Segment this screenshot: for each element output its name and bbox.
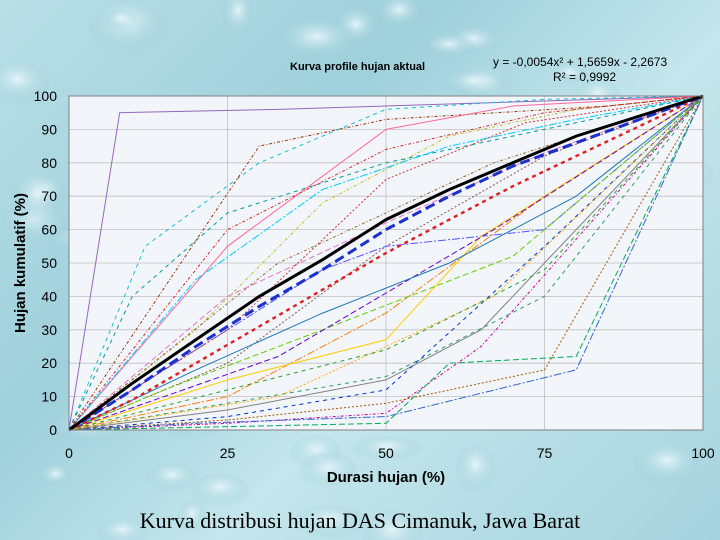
x-axis-title: Durasi hujan (%) [327, 469, 445, 486]
background-droplet [455, 444, 496, 495]
background-droplet [293, 504, 368, 540]
background-droplet [145, 463, 198, 492]
series-line [68, 95, 704, 431]
x-tick-label: 100 [691, 445, 715, 461]
background-droplet [376, 0, 422, 30]
series-line [68, 95, 704, 431]
series-line-solid-black-thick [68, 94, 704, 432]
x-tick-label: 0 [65, 445, 73, 461]
series-line [68, 95, 704, 431]
background-droplet [222, 0, 254, 39]
background-droplet [442, 70, 506, 97]
background-droplet [0, 60, 50, 106]
x-tick-label: 25 [220, 445, 236, 461]
series-line [68, 95, 704, 431]
series-line [68, 95, 704, 431]
series-line [68, 95, 704, 431]
series-line [68, 95, 704, 431]
series-line [68, 95, 704, 431]
line-chart: 0 10 20 30 40 50 60 70 80 90 100 0 25 50 75 100 Kurva p… [12, 55, 715, 486]
y-tick-label: 70 [41, 188, 57, 204]
series-line [68, 95, 704, 431]
series-line-dashed-red [68, 94, 704, 432]
background-droplet [277, 20, 357, 61]
y-tick-label: 90 [41, 121, 57, 137]
background-droplet [190, 473, 250, 508]
series-line [68, 95, 704, 431]
series-line [68, 95, 704, 431]
x-tick-label: 50 [378, 445, 394, 461]
series-line [68, 95, 704, 431]
series-line [68, 95, 704, 431]
trendline-r2: R² = 0,9992 [553, 70, 616, 84]
y-tick-label: 80 [41, 155, 57, 171]
background-droplet [550, 63, 588, 84]
series-line [68, 95, 704, 431]
y-tick-label: 20 [41, 355, 57, 371]
y-tick-label: 10 [41, 389, 57, 405]
tick-labels: 0 10 20 30 40 50 60 70 80 90 100 0 25 50 75 100 [34, 88, 715, 461]
slide-caption: Kurva distribusi hujan DAS Cimanuk, Jawa… [139, 508, 581, 533]
series-line [68, 95, 704, 431]
background-droplet [633, 443, 701, 487]
background-droplet [350, 436, 423, 462]
series-line [68, 95, 704, 431]
trendline-equation: y = -0,0054x² + 1,5659x - 2,2673 [493, 55, 667, 69]
series-line [68, 95, 704, 431]
series-line [68, 95, 704, 431]
y-tick-label: 50 [41, 255, 57, 271]
y-tick-label: 30 [41, 322, 57, 338]
background-droplet [39, 464, 72, 487]
background-droplet [424, 34, 474, 59]
plot-border [68, 95, 704, 431]
background-droplet [97, 518, 149, 540]
y-axis-title: Hujan kumulatif (%) [12, 193, 29, 333]
background-droplet [11, 171, 64, 228]
background-droplet [177, 500, 207, 533]
series-line [68, 95, 704, 431]
background-droplet [105, 9, 138, 31]
y-tick-label: 100 [34, 88, 58, 104]
series-group [68, 94, 704, 432]
y-tick-label: 60 [41, 222, 57, 238]
chart-title: Kurva profile hujan aktual [290, 61, 425, 73]
background-droplet [362, 509, 423, 540]
series-line [68, 95, 704, 431]
series-line [68, 95, 704, 431]
series-line-dashed-blue-thick [68, 94, 704, 432]
series-line [68, 95, 704, 431]
background-droplet [299, 452, 358, 490]
y-tick-label: 40 [41, 288, 57, 304]
series-line [68, 95, 704, 431]
x-tick-label: 75 [537, 445, 553, 461]
y-tick-label: 0 [49, 422, 57, 438]
